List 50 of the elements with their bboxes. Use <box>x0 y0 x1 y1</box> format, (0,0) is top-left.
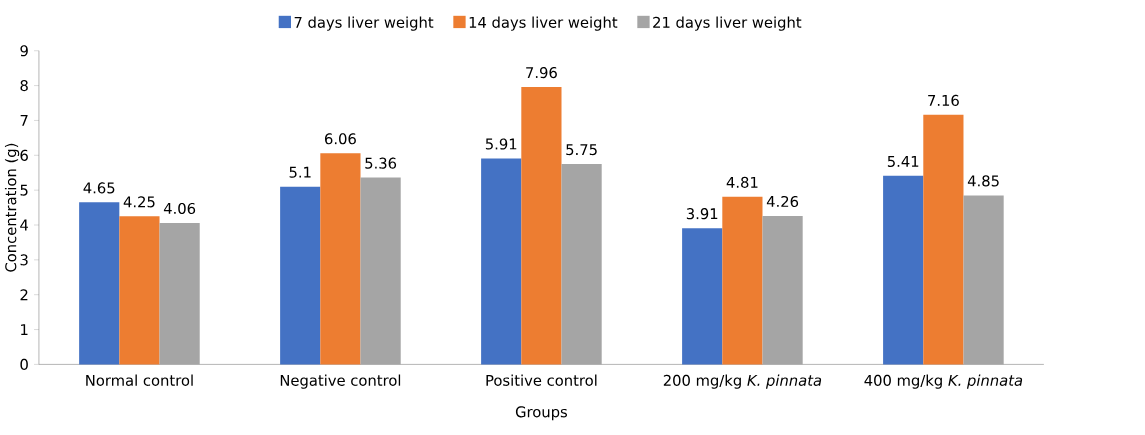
legend-label: 7 days liver weight <box>294 16 434 31</box>
bar <box>521 86 562 365</box>
bar <box>481 158 522 365</box>
bar <box>360 177 401 365</box>
data-label: 6.06 <box>325 132 356 145</box>
x-tick-label: 200 mg/kg K. pinnata <box>663 374 822 389</box>
x-axis-title: Groups <box>515 406 568 421</box>
bar <box>883 175 924 365</box>
x-tick-label: Negative control <box>280 374 401 389</box>
x-tick-label: 400 mg/kg K. pinnata <box>864 374 1023 389</box>
legend-label: 14 days liver weight <box>469 16 618 31</box>
y-tick-label: 8 <box>20 79 28 91</box>
data-label: 5.75 <box>566 143 597 155</box>
bar <box>280 186 321 365</box>
y-tick-label: 5 <box>20 184 28 196</box>
y-tick-label: 0 <box>20 358 28 370</box>
bar <box>722 196 763 365</box>
y-tick-label: 2 <box>20 289 28 300</box>
y-tick-label: 9 <box>20 44 28 57</box>
data-label: 5.41 <box>887 155 919 167</box>
x-tick-label: Normal control <box>86 374 193 386</box>
legend-label: 21 days liver weight <box>653 16 802 31</box>
data-label: 4.06 <box>163 202 196 214</box>
bar <box>762 215 803 365</box>
data-label: 5.36 <box>365 157 397 169</box>
x-tick-label: Positive control <box>486 374 597 386</box>
y-tick-label: 1 <box>21 323 28 335</box>
bar <box>963 195 1004 365</box>
bar <box>79 202 120 365</box>
bar <box>923 114 964 365</box>
bar <box>119 216 160 365</box>
bar <box>561 163 602 365</box>
data-label: 4.25 <box>123 196 155 208</box>
data-label: 3.91 <box>686 207 718 220</box>
y-axis-title: Concentration (g) <box>4 143 20 272</box>
bar <box>320 152 361 365</box>
data-label: 4.85 <box>967 175 999 187</box>
data-label: 7.96 <box>526 66 557 78</box>
data-label: 7.16 <box>928 94 959 106</box>
y-tick-label: 6 <box>20 149 28 161</box>
bar <box>159 222 200 365</box>
data-label: 4.26 <box>766 195 799 207</box>
y-tick-label: 4 <box>20 219 29 231</box>
data-label: 4.81 <box>726 176 758 188</box>
y-tick-label: 3 <box>20 254 28 266</box>
y-tick-label: 7 <box>20 114 28 126</box>
data-label: 5.91 <box>485 138 517 150</box>
data-label: 4.65 <box>83 182 115 194</box>
data-label: 5.1 <box>289 166 311 178</box>
bar <box>682 227 723 365</box>
